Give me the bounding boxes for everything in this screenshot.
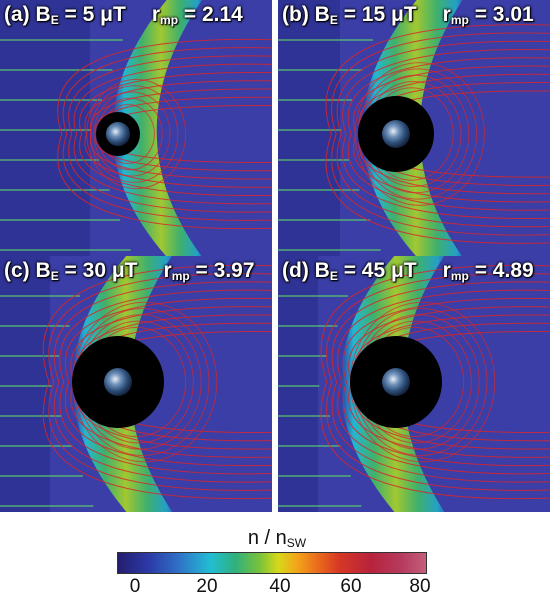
magnetic-field-line bbox=[53, 281, 272, 483]
earth-globe bbox=[382, 368, 410, 396]
magnetic-field-line bbox=[42, 264, 272, 500]
field-strength-value: = 5 μT bbox=[64, 3, 126, 26]
field-strength-value: = 30 μT bbox=[64, 259, 138, 282]
magnetic-field-line bbox=[331, 281, 550, 483]
field-strength-symbol: B bbox=[35, 3, 51, 26]
solar-wind-region bbox=[0, 0, 90, 256]
magnetopause-subscript: mp bbox=[160, 13, 179, 27]
field-strength-symbol: B bbox=[35, 259, 51, 282]
solar-wind-region bbox=[278, 0, 340, 256]
magnetic-field-line bbox=[347, 57, 550, 211]
magnetopause-value: = 3.01 bbox=[474, 3, 534, 26]
colorbar bbox=[117, 552, 427, 574]
field-strength-subscript: E bbox=[329, 13, 338, 27]
magnetopause-subscript: mp bbox=[450, 13, 469, 27]
earth-globe bbox=[382, 120, 410, 148]
colorbar-tick-40: 40 bbox=[269, 576, 291, 597]
colorbar-tick-0: 0 bbox=[129, 576, 141, 597]
panel-b-plot bbox=[278, 0, 550, 256]
panel-a-label: (a) BE = 5 μT rmp = 2.14 bbox=[4, 3, 243, 27]
colorbar-tick-80: 80 bbox=[409, 576, 431, 597]
magnetopause-value: = 4.89 bbox=[474, 259, 534, 282]
magnetic-field-line bbox=[59, 289, 272, 475]
magnetic-field-line bbox=[320, 264, 550, 500]
magnetopause-symbol: r bbox=[163, 259, 172, 282]
magnetopause-subscript: mp bbox=[450, 269, 469, 283]
magnetic-field-line bbox=[89, 88, 272, 180]
bow-shock-density bbox=[112, 0, 203, 256]
panel-c: (c) BE = 30 μT rmp = 3.97 bbox=[0, 256, 272, 512]
panel-letter: (c) bbox=[4, 259, 30, 282]
magnetic-field-line bbox=[331, 32, 550, 236]
magnetopause-symbol: r bbox=[151, 3, 161, 26]
panel-c-plot bbox=[0, 256, 272, 512]
magnetic-field-line bbox=[62, 47, 272, 221]
magnetic-field-line bbox=[342, 49, 550, 219]
panel-c-label: (c) BE = 30 μT rmp = 3.97 bbox=[4, 259, 255, 283]
solar-wind-region bbox=[0, 256, 50, 512]
panel-letter: (a) bbox=[4, 3, 30, 26]
magnetopause-value: = 2.14 bbox=[183, 3, 243, 26]
magnetic-field-line bbox=[337, 289, 550, 475]
panel-letter: (d) bbox=[282, 259, 309, 282]
panel-d-label: (d) BE = 45 μT rmp = 4.89 bbox=[282, 259, 534, 283]
magnetic-field-line bbox=[326, 273, 550, 491]
field-strength-value: = 45 μT bbox=[343, 259, 417, 282]
magnetic-field-line bbox=[64, 297, 272, 467]
panel-b-label: (b) BE = 15 μT rmp = 3.01 bbox=[282, 3, 534, 27]
solar-wind-region bbox=[278, 256, 318, 512]
field-strength-value: = 15 μT bbox=[343, 3, 417, 26]
field-strength-subscript: E bbox=[50, 13, 59, 27]
panel-d-plot bbox=[278, 256, 550, 512]
magnetic-field-line bbox=[68, 55, 272, 213]
magnetic-field-line bbox=[336, 40, 550, 228]
magnetopause-symbol: r bbox=[442, 259, 451, 282]
dipole-field-line bbox=[93, 91, 171, 177]
panel-b: (b) BE = 15 μT rmp = 3.01 bbox=[278, 0, 550, 256]
magnetic-field-line bbox=[353, 65, 550, 203]
panel-a: (a) BE = 5 μT rmp = 2.14 bbox=[0, 0, 272, 256]
dipole-field-line bbox=[354, 62, 485, 206]
magnetopause-value: = 3.97 bbox=[195, 259, 255, 282]
magnetic-field-line bbox=[342, 297, 550, 467]
field-strength-symbol: B bbox=[314, 3, 330, 26]
field-strength-symbol: B bbox=[314, 259, 330, 282]
field-strength-subscript: E bbox=[329, 269, 338, 283]
dipole-field-line bbox=[86, 78, 187, 190]
magnetopause-subscript: mp bbox=[171, 269, 190, 283]
colorbar-title: n / nSW bbox=[247, 527, 307, 550]
field-strength-subscript: E bbox=[50, 269, 59, 283]
panel-letter: (b) bbox=[282, 3, 309, 26]
earth-globe bbox=[104, 368, 132, 396]
magnetic-field-line bbox=[325, 24, 550, 244]
magnetic-field-line bbox=[73, 63, 272, 205]
earth-globe bbox=[105, 121, 131, 147]
dipole-field-line bbox=[89, 85, 179, 183]
magnetic-field-line bbox=[57, 38, 272, 230]
magnetic-field-line bbox=[48, 273, 272, 491]
magnetopause-symbol: r bbox=[442, 3, 451, 26]
panel-a-plot bbox=[0, 0, 272, 256]
magnetic-field-line bbox=[79, 71, 272, 197]
colorbar-tick-20: 20 bbox=[196, 576, 218, 597]
colorbar-tick-60: 60 bbox=[340, 576, 362, 597]
panel-d: (d) BE = 45 μT rmp = 4.89 bbox=[278, 256, 550, 512]
